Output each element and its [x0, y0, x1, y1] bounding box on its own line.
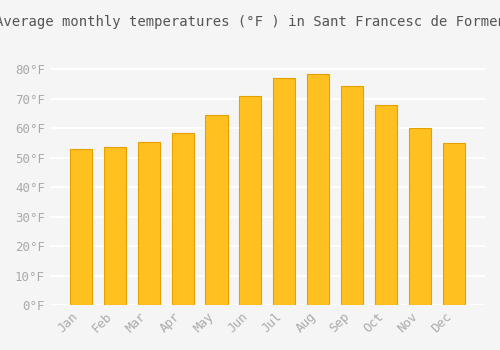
Bar	[308, 74, 330, 305]
Bar	[443, 143, 465, 305]
Bar	[409, 128, 432, 305]
Title: Average monthly temperatures (°F ) in Sant Francesc de Formentera: Average monthly temperatures (°F ) in Sa…	[0, 15, 500, 29]
Bar	[240, 96, 262, 305]
Bar	[172, 133, 194, 305]
Bar	[206, 115, 228, 305]
Bar	[274, 78, 295, 305]
Bar	[138, 141, 160, 305]
Bar	[342, 85, 363, 305]
Bar	[70, 149, 92, 305]
Bar	[375, 105, 398, 305]
Bar	[104, 147, 126, 305]
